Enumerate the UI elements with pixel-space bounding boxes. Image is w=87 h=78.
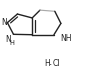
Text: H: H xyxy=(10,40,15,45)
Text: Cl: Cl xyxy=(53,59,60,68)
Text: N: N xyxy=(5,35,11,44)
Text: N: N xyxy=(1,18,7,27)
Text: ·: · xyxy=(49,60,53,70)
Text: H: H xyxy=(45,59,50,68)
Text: NH: NH xyxy=(60,34,72,43)
